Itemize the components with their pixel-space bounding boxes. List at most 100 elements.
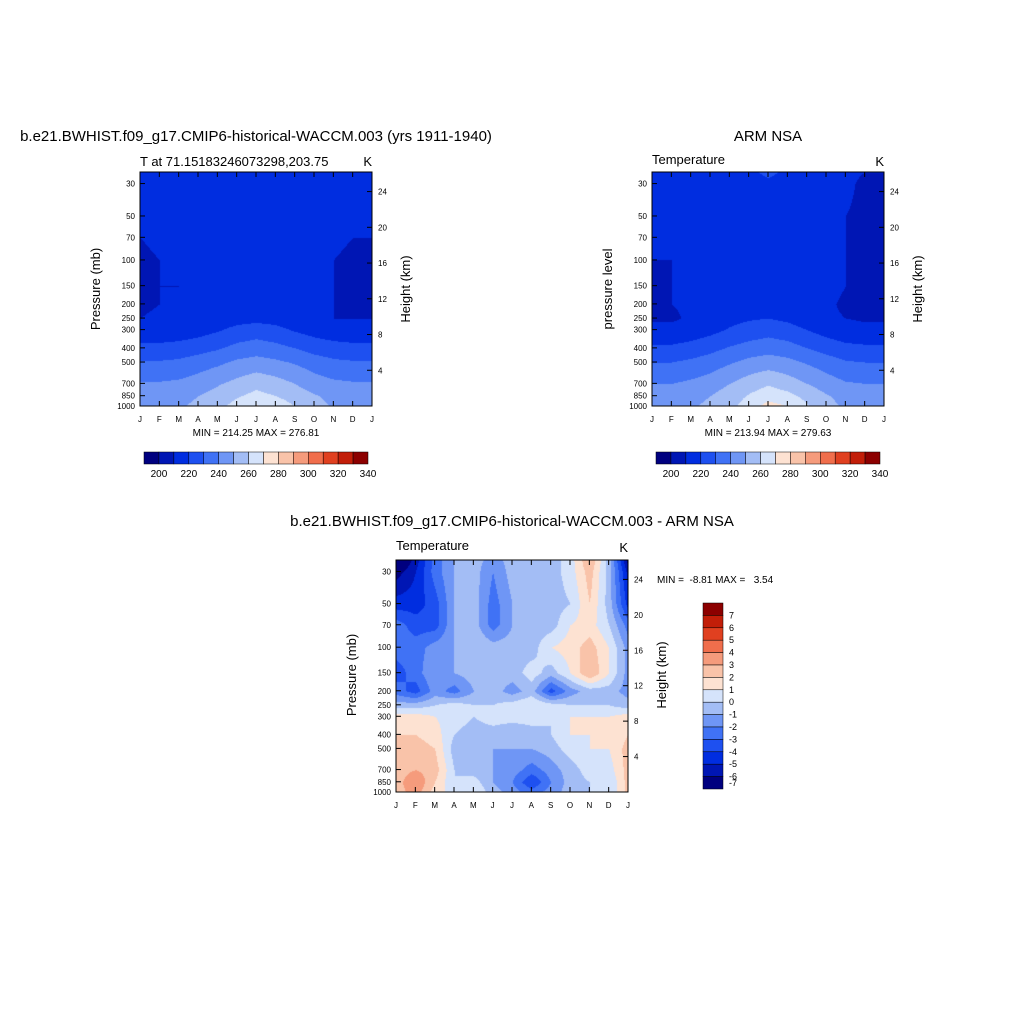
contour-plot-area [651,171,885,407]
colorbar-swatch [322,451,339,465]
colorbar-label: 6 [729,623,734,633]
colorbar-label: -1 [729,710,737,720]
model-panel: b.e21.BWHIST.f09_g17.CMIP6-historical-WA… [20,128,492,480]
x-tick-label: J [370,415,374,424]
x-tick-label: A [195,415,201,424]
colorbar-swatch [775,451,791,465]
colorbar-label: -4 [729,747,737,757]
panel-title: b.e21.BWHIST.f09_g17.CMIP6-historical-WA… [20,128,492,145]
x-tick-label: S [804,415,809,424]
x-tick-label: S [292,415,297,424]
y-axis-label: Pressure (mb) [88,248,103,330]
panel-units-label: K [619,540,628,555]
y-tick-label: 300 [122,326,136,335]
colorbar: 7 6 5 4 3 2 1 0 -1 -2 -3 -4 -5 -6-7 [702,602,737,790]
y-right-tick-label: 12 [890,295,899,304]
colorbar-label: 4 [729,648,734,658]
x-tick-label: S [548,801,553,810]
y-axis-right-ticks: 24 20 16 12 8 4 [623,575,643,762]
colorbar-label: 300 [812,469,829,480]
y-right-tick-label: 16 [378,259,387,268]
colorbar-swatch [745,451,761,465]
colorbar-label: -3 [729,734,737,744]
x-tick-label: M [726,415,733,424]
panel-title: b.e21.BWHIST.f09_g17.CMIP6-historical-WA… [290,513,734,530]
y-right-tick-label: 4 [890,366,895,375]
y-tick-label: 700 [122,379,136,388]
colorbar-swatch [864,451,881,465]
colorbar: 200 220 240 260 280 300 320 340 [143,451,377,480]
colorbar-swatch [685,451,702,465]
colorbar-swatch [702,714,724,728]
y-tick-label: 850 [122,392,136,401]
panel-subtitle-left: Temperature [652,152,725,167]
colorbar-swatch [805,451,821,465]
x-tick-label: M [687,415,694,424]
colorbar-swatch [702,627,724,641]
x-tick-label: M [175,415,182,424]
obs-panel: ARM NSA Temperature K J F M A M J J A S O N D J 30 50… [600,128,925,480]
y-tick-label: 1000 [373,788,391,797]
contour-plot-area [139,171,373,407]
y-tick-label: 70 [382,621,391,630]
x-tick-label: N [586,801,592,810]
y-right-tick-label: 8 [634,717,639,726]
contour-field [652,172,884,406]
difference-panel: b.e21.BWHIST.f09_g17.CMIP6-historical-WA… [290,513,773,810]
y-right-tick-label: 24 [378,188,387,197]
contour-field [140,172,372,406]
x-tick-label: J [882,415,886,424]
colorbar-label: -2 [729,722,737,732]
colorbar-swatch [702,689,724,703]
y-axis-right-label: Height (km) [654,641,669,708]
x-tick-label: J [491,801,495,810]
colorbar-swatch [218,451,234,465]
colorbar-swatch [143,451,160,465]
colorbar-swatch [702,602,724,616]
y-tick-label: 400 [378,730,392,739]
colorbar-label: 7 [729,610,734,620]
y-right-tick-label: 12 [378,295,387,304]
x-tick-label: J [394,801,398,810]
colorbar-swatch [702,615,724,629]
y-tick-label: 30 [382,567,391,576]
x-tick-label: J [747,415,751,424]
colorbar-label: 280 [782,469,799,480]
colorbar-swatch [702,652,724,666]
y-tick-label: 30 [126,180,135,189]
colorbar-swatch [337,451,354,465]
y-tick-label: 50 [382,600,391,609]
y-tick-label: 100 [122,256,136,265]
x-tick-label: M [431,801,438,810]
y-axis-right-label: Height (km) [910,255,925,322]
contour-field [396,560,628,792]
colorbar-swatch [702,677,724,691]
y-axis-right-ticks: 24 20 16 12 8 4 [879,188,899,375]
y-right-tick-label: 20 [378,223,387,232]
x-tick-label: J [650,415,654,424]
colorbar-swatch [655,451,672,465]
colorbar-label: 320 [330,469,347,480]
y-tick-label: 700 [634,379,648,388]
y-right-tick-label: 20 [634,611,643,620]
y-right-tick-label: 20 [890,223,899,232]
colorbar-swatch [702,701,724,715]
x-tick-label: O [823,415,829,424]
y-right-tick-label: 24 [634,575,643,584]
x-tick-label: O [567,801,573,810]
colorbar-swatch [702,664,724,678]
colorbar-label: 220 [692,469,709,480]
y-right-tick-label: 16 [890,259,899,268]
y-tick-label: 250 [122,314,136,323]
y-tick-label: 30 [638,180,647,189]
colorbar-swatch [849,451,866,465]
panel-units-label: K [363,154,372,169]
colorbar-swatch [700,451,716,465]
y-tick-label: 400 [122,344,136,353]
colorbar-swatch [670,451,687,465]
